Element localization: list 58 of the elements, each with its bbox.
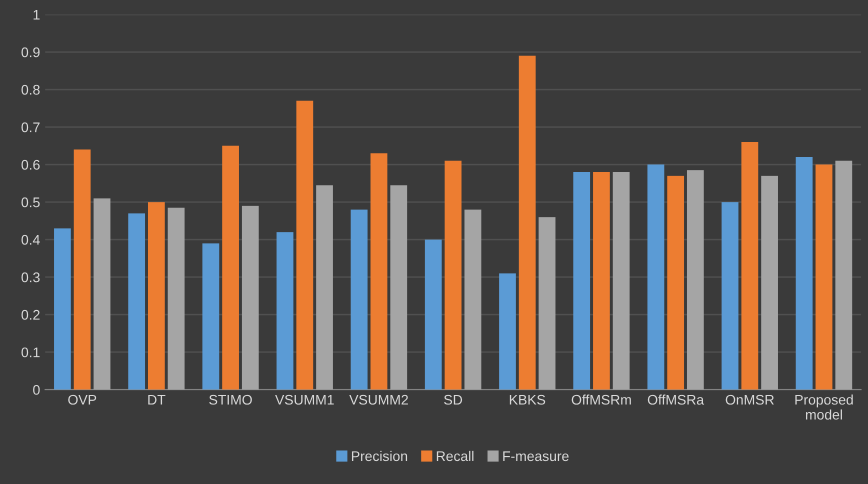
bar	[686, 170, 704, 390]
bar	[202, 243, 220, 390]
bar	[647, 164, 664, 390]
bar	[296, 100, 314, 390]
y-tick-label: 0.5	[22, 197, 40, 208]
bar	[370, 153, 388, 390]
bar	[128, 213, 146, 390]
y-tick-label: 0.1	[22, 347, 40, 358]
x-tick-label: SD	[444, 394, 462, 405]
x-tick-label: Proposed model	[795, 394, 853, 420]
legend-label: Precision	[352, 450, 408, 462]
x-tick-label: OnMSR	[726, 394, 774, 405]
bar	[722, 202, 738, 390]
bar	[593, 172, 610, 390]
y-tick-label: 0.7	[22, 122, 40, 132]
legend-label: Recall	[436, 450, 474, 462]
x-tick-label: KBKS	[510, 394, 546, 405]
bar	[94, 198, 110, 390]
bar	[222, 146, 239, 390]
bar	[573, 172, 590, 390]
x-tick-label: OVP	[68, 394, 96, 405]
y-tick-label: 0.3	[22, 272, 40, 282]
x-tick-label: OffMSRm	[572, 394, 631, 405]
x-tick-label: VSUMM2	[349, 394, 408, 405]
bar	[74, 150, 91, 390]
bar	[612, 172, 630, 390]
bar	[390, 185, 408, 390]
y-tick-label: 0.6	[22, 160, 40, 170]
bar	[835, 160, 852, 390]
x-tick-label: DT	[148, 394, 166, 405]
bar	[54, 228, 71, 390]
bar	[796, 157, 813, 390]
bar	[499, 273, 516, 390]
y-tick-label: 0.8	[22, 84, 40, 95]
y-tick-label: 0.2	[22, 310, 40, 320]
bar	[444, 160, 462, 390]
bar	[242, 206, 259, 390]
bar	[667, 176, 684, 390]
bar	[741, 142, 758, 390]
x-tick-label: VSUMM1	[275, 394, 334, 405]
x-tick-label: STIMO	[209, 394, 252, 405]
bar	[316, 185, 333, 390]
bar	[464, 210, 482, 390]
bar	[518, 56, 536, 390]
bar	[276, 232, 294, 390]
bar	[148, 202, 165, 390]
bar	[168, 208, 185, 390]
y-tick-label: 1	[34, 10, 40, 20]
legend-label: F-measure	[503, 451, 569, 462]
y-tick-label: 0.4	[22, 234, 40, 245]
y-tick-label: 0.9	[22, 47, 40, 58]
bar	[538, 217, 556, 390]
bar	[816, 164, 832, 390]
bar	[350, 210, 368, 390]
x-tick-label: OffMSRa	[648, 394, 704, 405]
bar	[761, 176, 778, 390]
bar	[424, 240, 442, 390]
y-tick-label: 0	[33, 384, 40, 395]
